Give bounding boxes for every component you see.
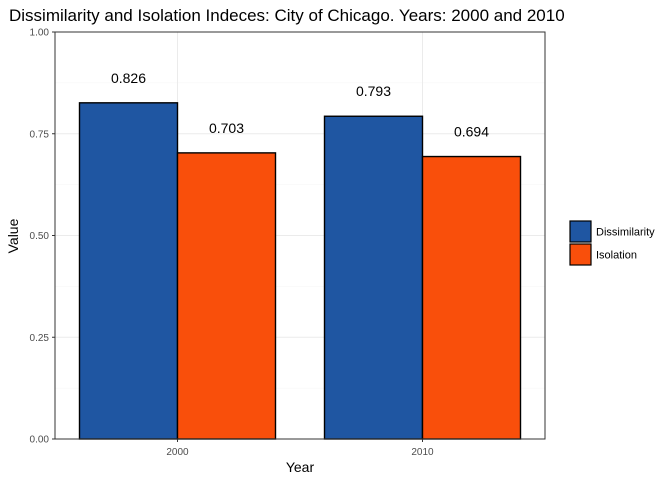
bar-dissimilarity-2010 [323, 115, 424, 440]
y-tick-label: 0.00 [30, 435, 50, 446]
legend-key-isolation [569, 243, 592, 266]
y-tick-label: 1.00 [30, 28, 50, 39]
legend: Dissimilarity Isolation [569, 220, 655, 266]
bar-isolation-2010 [421, 155, 522, 440]
x-tick-label: 2000 [166, 447, 189, 458]
x-tick-label: 2010 [411, 447, 434, 458]
y-axis-title: Value [5, 218, 21, 253]
data-label-dissimilarity-2000: 0.826 [111, 70, 146, 86]
bar-dissimilarity-2000 [78, 102, 179, 440]
data-label-isolation-2000: 0.703 [209, 120, 244, 136]
x-axis-ticks: 2000 2010 [166, 439, 434, 458]
legend-label-dissimilarity: Dissimilarity [596, 227, 655, 239]
legend-label-isolation: Isolation [596, 250, 637, 262]
bar-isolation-2000 [176, 152, 277, 440]
data-label-dissimilarity-2010: 0.793 [356, 83, 391, 99]
y-tick-label: 0.50 [30, 231, 50, 242]
y-tick-label: 0.75 [30, 129, 50, 140]
bars [78, 102, 522, 440]
x-axis-title: Year [286, 459, 315, 475]
y-tick-label: 0.25 [30, 333, 50, 344]
data-label-isolation-2010: 0.694 [454, 124, 489, 140]
y-axis-ticks: 0.00 0.25 0.50 0.75 1.00 [30, 28, 55, 446]
chart-title: Dissimilarity and Isolation Indeces: Cit… [9, 6, 565, 25]
data-labels: 0.826 0.703 0.793 0.694 [111, 70, 489, 140]
legend-key-dissimilarity [569, 220, 592, 243]
